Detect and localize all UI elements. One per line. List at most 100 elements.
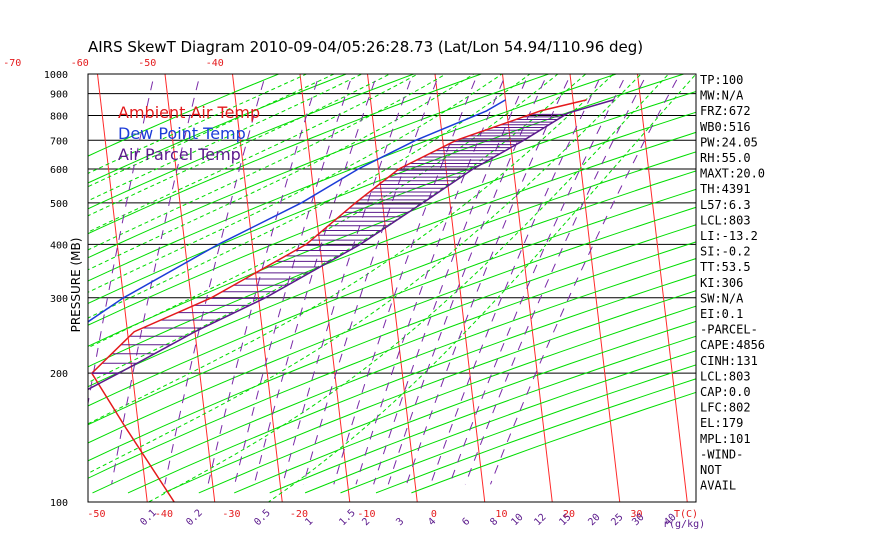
dry-adiabat-line bbox=[88, 170, 696, 407]
moist-adiabat-line bbox=[148, 74, 670, 502]
index-label: CAPE:4856 bbox=[700, 338, 765, 352]
mixing-ratio-line bbox=[490, 74, 681, 485]
pressure-tick-label: 700 bbox=[50, 136, 68, 147]
index-label: AVAIL bbox=[700, 479, 736, 493]
plot-border bbox=[87, 73, 697, 503]
dry-adiabat-line bbox=[88, 151, 696, 388]
dry-adiabat-line bbox=[88, 74, 551, 259]
axis-labels: 1002003004005006007008009001000-120-110-… bbox=[3, 58, 705, 530]
pressure-tick-label: 900 bbox=[50, 90, 68, 101]
legend-parcel: Air Parcel Temp bbox=[118, 145, 241, 164]
dry-adiabat-line bbox=[163, 290, 696, 494]
mixing-ratio-line bbox=[88, 74, 155, 407]
index-label: KI:306 bbox=[700, 276, 743, 290]
moist-adiabat-line bbox=[88, 74, 531, 319]
moist-adiabat-line bbox=[88, 74, 363, 202]
top-temp-tick-label: -60 bbox=[71, 58, 89, 69]
isotherm-line bbox=[96, 74, 148, 502]
moist-adiabat-line bbox=[88, 74, 615, 425]
cape-hatch bbox=[91, 113, 566, 374]
bottom-temp-tick-label: 0 bbox=[431, 509, 437, 520]
index-label: LCL:803 bbox=[700, 369, 751, 383]
isotherm-line bbox=[501, 74, 553, 502]
dry-adiabat-line bbox=[88, 224, 696, 462]
dry-adiabat-line bbox=[92, 258, 696, 494]
moist-adiabat-line bbox=[88, 74, 419, 233]
mixing-ratio-line bbox=[333, 74, 479, 485]
moist-adiabat-line bbox=[268, 74, 696, 502]
dry-adiabat-line bbox=[88, 74, 416, 210]
index-label: MAXT:20.0 bbox=[700, 167, 765, 181]
dry-adiabat-line bbox=[88, 241, 696, 479]
index-label: SI:-0.2 bbox=[700, 245, 751, 259]
index-label: L57:6.3 bbox=[700, 198, 751, 212]
dry-adiabat-line bbox=[88, 74, 686, 305]
moist-adiabat-line bbox=[88, 74, 475, 271]
index-label: -PARCEL- bbox=[700, 323, 758, 337]
pressure-tick-label: 1000 bbox=[44, 70, 68, 81]
dry-adiabat-line bbox=[88, 111, 696, 347]
pressure-tick-label: 200 bbox=[50, 369, 68, 380]
dry-adiabat-line bbox=[88, 90, 696, 326]
dry-adiabat-line bbox=[198, 305, 696, 494]
bottom-temp-tick-label: -20 bbox=[290, 509, 308, 520]
index-label: -WIND- bbox=[700, 447, 743, 461]
index-label: RH:55.0 bbox=[700, 151, 751, 165]
index-label: PW:24.05 bbox=[700, 135, 758, 149]
dry-adiabat-line bbox=[88, 131, 696, 368]
mixing-ratio-line bbox=[387, 74, 548, 485]
dry-adiabat-line bbox=[88, 206, 696, 444]
bottom-temp-tick-label: 30 bbox=[630, 509, 642, 520]
index-label: CAP:0.0 bbox=[700, 385, 751, 399]
dry-adiabat-line bbox=[88, 188, 696, 426]
dry-adiabat-line bbox=[88, 74, 281, 157]
top-temp-tick-label: -40 bbox=[206, 58, 224, 69]
bottom-temp-tick-label: 20 bbox=[563, 509, 575, 520]
pressure-tick-label: 100 bbox=[50, 498, 68, 509]
index-label: EI:0.1 bbox=[700, 307, 743, 321]
plot-grid bbox=[88, 74, 696, 502]
pressure-tick-label: 500 bbox=[50, 199, 68, 210]
moist-adiabat-line bbox=[88, 74, 336, 188]
index-label: MW:N/A bbox=[700, 89, 744, 103]
mixing-unit-label: r(g/kg) bbox=[663, 519, 705, 530]
bottom-temp-tick-label: -10 bbox=[357, 509, 375, 520]
index-label: WB0:516 bbox=[700, 120, 751, 134]
dry-adiabat-line bbox=[88, 74, 348, 184]
profiles bbox=[88, 99, 614, 502]
index-label: CINH:131 bbox=[700, 354, 758, 368]
y-axis-label: PRESSURE (MB) bbox=[69, 238, 83, 333]
mixing-ratio-line bbox=[406, 74, 572, 485]
isotherm-line bbox=[164, 74, 216, 502]
index-label: LCL:803 bbox=[700, 213, 751, 227]
pressure-tick-label: 600 bbox=[50, 165, 68, 176]
isotherm-line bbox=[231, 74, 283, 502]
legend-dewpoint: Dew Point Temp bbox=[118, 124, 246, 143]
mixing-ratio-line bbox=[464, 74, 648, 485]
moist-adiabat-line bbox=[88, 74, 391, 217]
legend-ambient: Ambient Air Temp bbox=[118, 103, 260, 122]
isotherm-line bbox=[434, 74, 486, 502]
isotherm-line bbox=[636, 74, 688, 502]
isotherm-line bbox=[569, 74, 621, 502]
plot-frame bbox=[87, 73, 697, 503]
index-label: LI:-13.2 bbox=[700, 229, 758, 243]
index-label: EL:179 bbox=[700, 416, 743, 430]
mixing-ratio-line bbox=[373, 74, 530, 485]
index-label: TT:53.5 bbox=[700, 260, 751, 274]
bottom-temp-tick-label: 10 bbox=[495, 509, 507, 520]
bottom-temp-tick-label: -40 bbox=[155, 509, 173, 520]
mixing-ratio-line bbox=[430, 74, 603, 485]
index-label: TH:4391 bbox=[700, 182, 751, 196]
dry-adiabat-line bbox=[88, 74, 483, 235]
dry-adiabat-line bbox=[88, 74, 618, 282]
top-temp-tick-label: -50 bbox=[138, 58, 156, 69]
index-label: FRZ:672 bbox=[700, 104, 751, 118]
index-label: MPL:101 bbox=[700, 432, 751, 446]
index-label: LFC:802 bbox=[700, 401, 751, 415]
parcel-temp-line bbox=[88, 99, 614, 391]
top-temp-tick-label: -70 bbox=[3, 58, 21, 69]
index-label: SW:N/A bbox=[700, 291, 744, 305]
